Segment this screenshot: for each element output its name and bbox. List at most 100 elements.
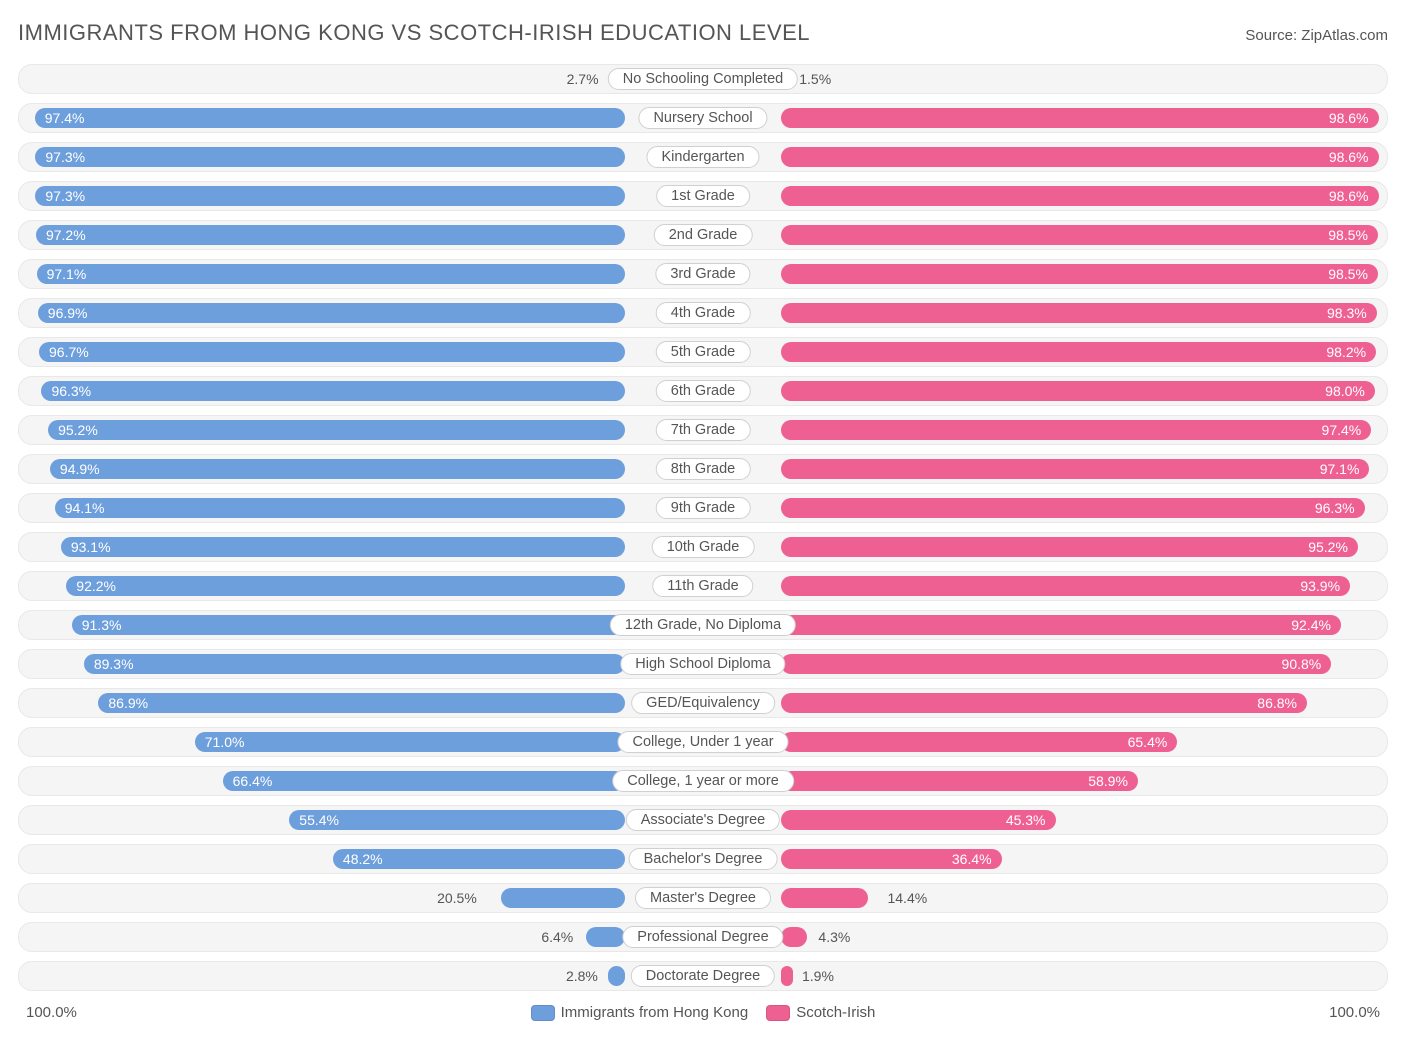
left-bar: 71.0%: [195, 732, 625, 752]
right-half: 97.1%: [703, 455, 1387, 483]
category-label: 2nd Grade: [654, 224, 753, 246]
left-half: 93.1%: [19, 533, 703, 561]
left-half: 71.0%: [19, 728, 703, 756]
left-bar: 94.1%: [55, 498, 625, 518]
left-half: 2.7%: [19, 65, 703, 93]
right-half: 96.3%: [703, 494, 1387, 522]
category-label: High School Diploma: [620, 653, 785, 675]
legend-right-swatch: [766, 1005, 790, 1021]
right-half: 97.4%: [703, 416, 1387, 444]
legend-left-label: Immigrants from Hong Kong: [561, 1004, 749, 1021]
source-label: Source:: [1245, 27, 1297, 44]
right-half: 98.6%: [703, 143, 1387, 171]
right-bar: 92.4%: [781, 615, 1341, 635]
chart-row: 55.4% 45.3%Associate's Degree: [18, 805, 1388, 835]
right-half: 4.3%: [703, 923, 1387, 951]
left-half: 94.9%: [19, 455, 703, 483]
right-value-label: 1.9%: [802, 968, 834, 984]
chart-row: 93.1%95.2%10th Grade: [18, 532, 1388, 562]
category-label: 3rd Grade: [655, 263, 750, 285]
right-bar: [781, 888, 868, 908]
left-half: 2.8%: [19, 962, 703, 990]
left-value-label: 2.8%: [566, 968, 598, 984]
chart-area: 2.7%1.5%No Schooling Completed97.4%98.6%…: [18, 64, 1388, 991]
chart-row: 97.3% 98.6% Kindergarten: [18, 142, 1388, 172]
right-half: 86.8%: [703, 689, 1387, 717]
category-label: College, Under 1 year: [617, 731, 788, 753]
left-half: 89.3%: [19, 650, 703, 678]
right-bar: 98.5%: [781, 225, 1378, 245]
left-bar: 89.3%: [84, 654, 625, 674]
right-bar: 98.6%: [781, 147, 1379, 167]
category-label: 4th Grade: [656, 302, 751, 324]
left-bar: 96.9%: [38, 303, 625, 323]
category-label: Kindergarten: [646, 146, 759, 168]
left-bar: [586, 927, 625, 947]
left-bar: 94.9%: [50, 459, 625, 479]
right-bar: [781, 927, 807, 947]
left-bar: [608, 966, 625, 986]
category-label: 9th Grade: [656, 497, 751, 519]
right-bar: [781, 966, 793, 986]
right-bar: 98.6%: [781, 186, 1379, 206]
category-label: 7th Grade: [656, 419, 751, 441]
category-label: Associate's Degree: [626, 809, 780, 831]
right-half: 98.6%: [703, 182, 1387, 210]
legend: Immigrants from Hong Kong Scotch-Irish: [531, 1004, 876, 1021]
axis-left-max: 100.0%: [26, 1004, 77, 1021]
left-bar: 55.4%: [289, 810, 625, 830]
right-bar: 98.2%: [781, 342, 1376, 362]
right-bar: 98.0%: [781, 381, 1375, 401]
right-half: 98.5%: [703, 260, 1387, 288]
chart-row: 2.8%1.9%Doctorate Degree: [18, 961, 1388, 991]
chart-row: 20.5%14.4%Master's Degree: [18, 883, 1388, 913]
left-half: 95.2%: [19, 416, 703, 444]
left-bar: 91.3%: [72, 615, 625, 635]
left-half: 96.7%: [19, 338, 703, 366]
right-bar: 96.3%: [781, 498, 1365, 518]
left-half: 6.4%: [19, 923, 703, 951]
axis-legend-row: 100.0% Immigrants from Hong Kong Scotch-…: [18, 1000, 1388, 1021]
chart-row: 48.2%36.4%Bachelor's Degree: [18, 844, 1388, 874]
legend-left: Immigrants from Hong Kong: [531, 1004, 749, 1021]
category-label: No Schooling Completed: [608, 68, 798, 90]
right-bar: 36.4%: [781, 849, 1002, 869]
right-half: 98.2%: [703, 338, 1387, 366]
chart-row: 97.3%98.6%1st Grade: [18, 181, 1388, 211]
chart-row: 2.7% 1.5%No Schooling Completed: [18, 64, 1388, 94]
right-bar: 93.9%: [781, 576, 1350, 596]
right-bar: 97.1%: [781, 459, 1369, 479]
chart-row: 95.2%97.4%7th Grade: [18, 415, 1388, 445]
left-half: 97.1%: [19, 260, 703, 288]
chart-row: 92.2%93.9%11th Grade: [18, 571, 1388, 601]
chart-row: 89.3%90.8%High School Diploma: [18, 649, 1388, 679]
right-bar: 65.4%: [781, 732, 1177, 752]
right-bar: 95.2%: [781, 537, 1358, 557]
left-bar: 97.2%: [36, 225, 625, 245]
category-label: GED/Equivalency: [631, 692, 775, 714]
category-label: 8th Grade: [656, 458, 751, 480]
chart-row: 96.9%98.3%4th Grade: [18, 298, 1388, 328]
category-label: Nursery School: [638, 107, 767, 129]
chart-row: 97.2% 98.5% 2nd Grade: [18, 220, 1388, 250]
left-bar: 66.4%: [223, 771, 625, 791]
left-half: 91.3%: [19, 611, 703, 639]
left-value-label: 2.7%: [567, 71, 599, 87]
chart-row: 97.4%98.6%Nursery School: [18, 103, 1388, 133]
right-half: 36.4%: [703, 845, 1387, 873]
category-label: 11th Grade: [652, 575, 753, 597]
left-half: 20.5%: [19, 884, 703, 912]
chart-row: 96.3%98.0%6th Grade: [18, 376, 1388, 406]
legend-right-label: Scotch-Irish: [796, 1004, 875, 1021]
right-bar: 45.3%: [781, 810, 1056, 830]
chart-row: 94.1% 96.3% 9th Grade: [18, 493, 1388, 523]
left-half: 66.4%: [19, 767, 703, 795]
left-bar: 97.3%: [35, 186, 625, 206]
right-half: 93.9%: [703, 572, 1387, 600]
right-half: 1.5%: [703, 65, 1387, 93]
left-half: 96.3%: [19, 377, 703, 405]
left-value-label: 6.4%: [541, 929, 573, 945]
left-half: 97.3%: [19, 143, 703, 171]
chart-row: 71.0% 65.4%College, Under 1 year: [18, 727, 1388, 757]
left-bar: 93.1%: [61, 537, 625, 557]
